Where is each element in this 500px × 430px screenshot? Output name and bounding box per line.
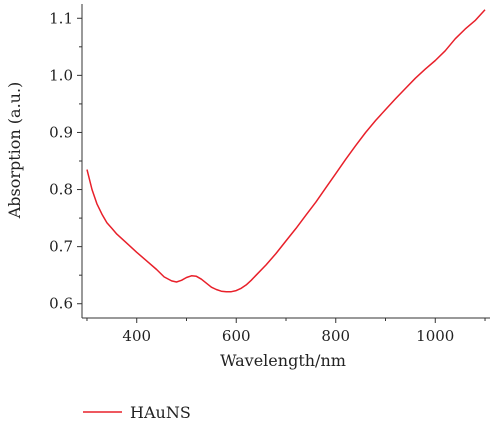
y-tick-label-1.1: 1.1 [49, 9, 73, 27]
x-tick-label-1000: 1000 [416, 327, 454, 345]
y-tick-label-0.6: 0.6 [49, 295, 73, 313]
x-tick-label-400: 400 [122, 327, 151, 345]
plot-area [86, 9, 486, 293]
series-line-hauns [86, 9, 486, 293]
y-axis-label: Absorption (a.u.) [5, 82, 24, 220]
y-tick-label-0.8: 0.8 [49, 181, 73, 199]
y-tick-label-1.0: 1.0 [49, 66, 73, 84]
x-axis-label: Wavelength/nm [220, 351, 346, 370]
y-tick-label-0.9: 0.9 [49, 123, 73, 141]
axes [81, 4, 490, 319]
x-tick-label-800: 800 [321, 327, 350, 345]
x-tick-label-600: 600 [222, 327, 251, 345]
legend-label-hauns: HAuNS [130, 403, 191, 422]
y-tick-label-0.7: 0.7 [49, 238, 73, 256]
legend: HAuNS [83, 403, 191, 422]
ticks: 400 600 800 1000 0.6 0.7 0.8 0.9 1.0 1.1 [49, 9, 486, 345]
